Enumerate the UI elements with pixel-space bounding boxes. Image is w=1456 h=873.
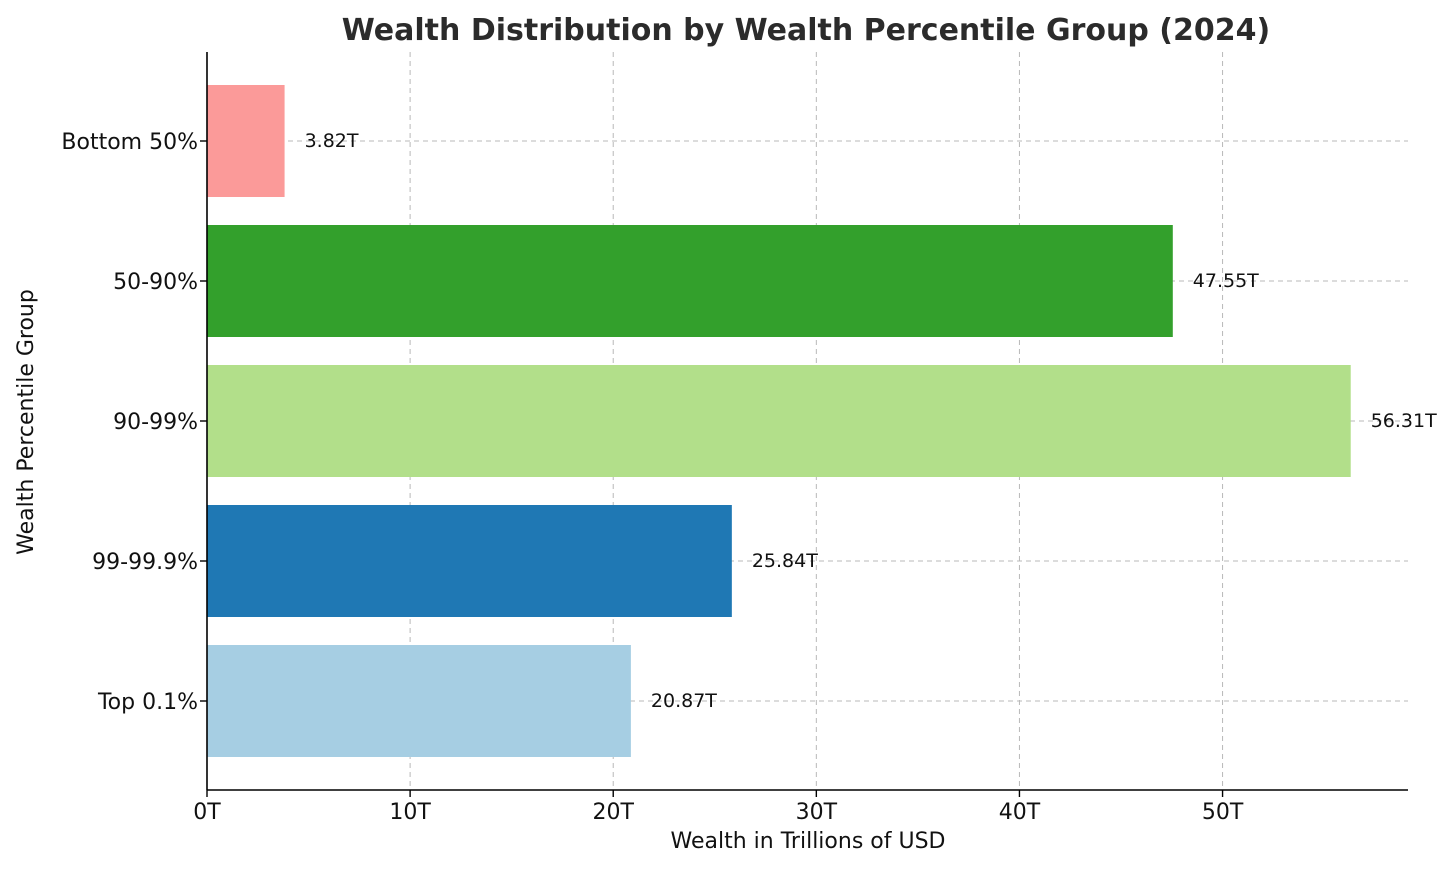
chart-title: Wealth Distribution by Wealth Percentile… (342, 13, 1270, 48)
x-tick-label: 10T (389, 800, 431, 825)
bar-99-99-9 (207, 505, 732, 617)
bar-value-label: 56.31T (1371, 410, 1437, 432)
bar-50-90 (207, 225, 1173, 337)
y-tick-label: Top 0.1% (97, 690, 198, 715)
bar-bottom-50 (207, 85, 285, 197)
x-tick-label: 40T (999, 800, 1041, 825)
bar-value-label: 3.82T (305, 130, 359, 152)
bar-top-0-1 (207, 645, 631, 757)
y-axis-label: Wealth Percentile Group (14, 289, 39, 555)
x-tick-label: 30T (796, 800, 838, 825)
x-tick-label: 0T (193, 800, 221, 825)
y-tick-label: 99-99.9% (92, 550, 198, 575)
axes-layer (200, 52, 1408, 797)
x-tick-label: 50T (1202, 800, 1244, 825)
bars-layer (207, 85, 1351, 757)
bar-90-99 (207, 365, 1351, 477)
y-tick-label: 90-99% (113, 410, 198, 435)
labels-layer: 0T 10T 20T 30T 40T 50T Bottom 50% 50-90% 90-99% 9… (61, 130, 1437, 825)
x-tick-label: 20T (593, 800, 635, 825)
bar-value-label: 47.55T (1193, 270, 1259, 292)
x-axis-label: Wealth in Trillions of USD (671, 829, 946, 854)
bar-value-label: 25.84T (752, 550, 818, 572)
y-tick-label: 50-90% (113, 270, 198, 295)
bar-value-label: 20.87T (651, 690, 717, 712)
y-tick-label: Bottom 50% (61, 130, 198, 155)
